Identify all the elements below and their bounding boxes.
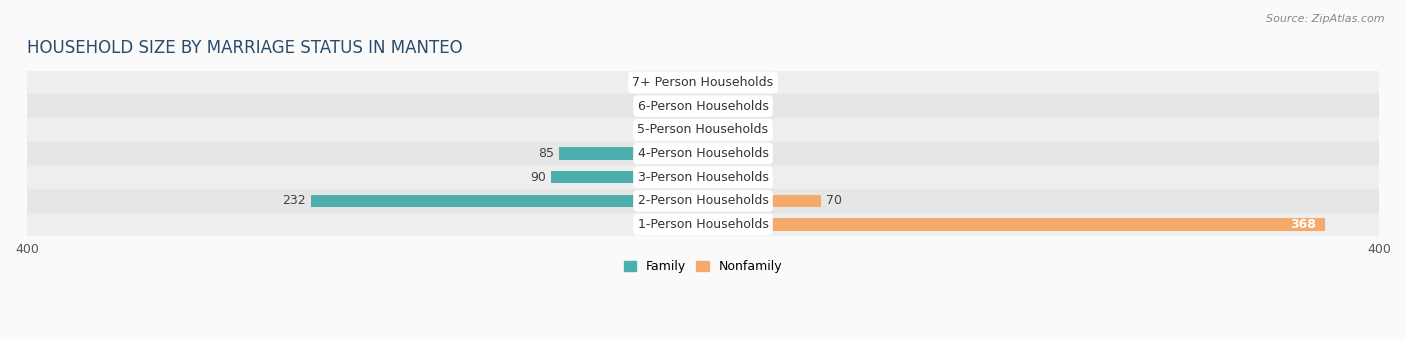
Bar: [661, 100, 703, 112]
Bar: [703, 100, 745, 112]
Text: 2-Person Households: 2-Person Households: [637, 194, 769, 207]
Bar: [703, 218, 1324, 231]
Text: 6-Person Households: 6-Person Households: [637, 100, 769, 113]
Text: 4-Person Households: 4-Person Households: [637, 147, 769, 160]
Bar: [27, 189, 1379, 213]
Bar: [703, 76, 745, 89]
Text: 90: 90: [530, 171, 546, 184]
Bar: [703, 124, 745, 136]
Bar: [27, 118, 1379, 142]
Bar: [551, 171, 703, 183]
Text: 3-Person Households: 3-Person Households: [637, 171, 769, 184]
Bar: [560, 147, 703, 160]
Bar: [27, 213, 1379, 236]
Bar: [661, 124, 703, 136]
Text: HOUSEHOLD SIZE BY MARRIAGE STATUS IN MANTEO: HOUSEHOLD SIZE BY MARRIAGE STATUS IN MAN…: [27, 39, 463, 57]
Bar: [27, 94, 1379, 118]
Legend: Family, Nonfamily: Family, Nonfamily: [619, 255, 787, 278]
Text: 19: 19: [640, 123, 655, 136]
Text: 5-Person Households: 5-Person Households: [637, 123, 769, 136]
Text: 368: 368: [1291, 218, 1316, 231]
Text: 0: 0: [751, 76, 758, 89]
Text: 85: 85: [538, 147, 554, 160]
Bar: [27, 71, 1379, 94]
Text: 0: 0: [751, 123, 758, 136]
Text: 0: 0: [751, 147, 758, 160]
Bar: [661, 218, 703, 231]
Text: 0: 0: [751, 100, 758, 113]
Text: 1-Person Households: 1-Person Households: [637, 218, 769, 231]
Bar: [703, 171, 745, 183]
Text: 0: 0: [648, 76, 655, 89]
Text: 70: 70: [827, 194, 842, 207]
Bar: [27, 165, 1379, 189]
Bar: [311, 195, 703, 207]
Bar: [703, 147, 745, 160]
Text: 7+ Person Households: 7+ Person Households: [633, 76, 773, 89]
Text: Source: ZipAtlas.com: Source: ZipAtlas.com: [1267, 14, 1385, 23]
Bar: [661, 76, 703, 89]
Bar: [703, 195, 821, 207]
Text: 21: 21: [640, 100, 655, 113]
Text: 232: 232: [283, 194, 307, 207]
Bar: [27, 142, 1379, 165]
Text: 4: 4: [751, 171, 758, 184]
Text: 0: 0: [648, 218, 655, 231]
